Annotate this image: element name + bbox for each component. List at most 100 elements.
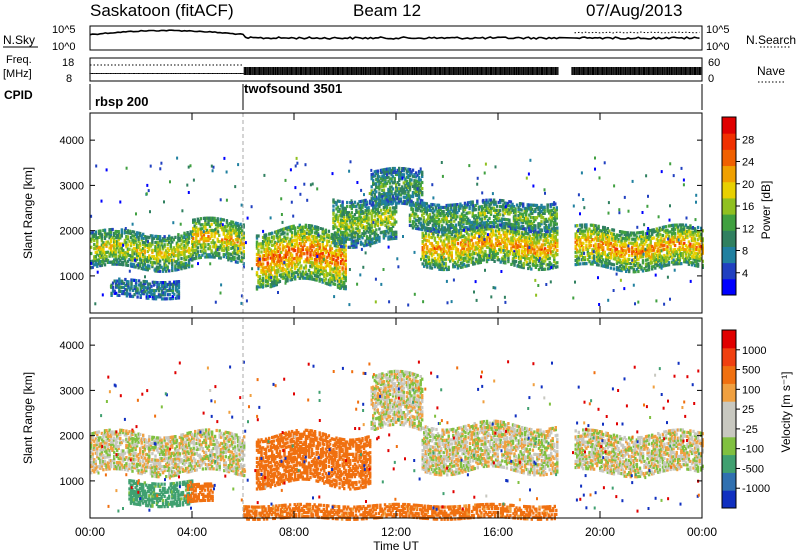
echo-cell: [525, 260, 528, 264]
echo-cell: [137, 251, 140, 256]
echo-cell: [120, 232, 123, 236]
echo-cell: [379, 208, 383, 212]
echo-cell: [93, 247, 96, 251]
echo-cell: [387, 217, 390, 221]
echo-cell: [199, 223, 202, 227]
echo-cell: [266, 261, 269, 265]
echo-cell: [344, 266, 347, 270]
echo-cell: [548, 248, 551, 252]
echo-cell: [444, 265, 447, 270]
echo-cell: [230, 234, 233, 238]
echo-cell: [177, 263, 180, 267]
echo-cell: [295, 234, 298, 238]
echo-cell: [502, 217, 505, 221]
echo-cell: [268, 250, 271, 254]
echo-cell: [115, 281, 118, 285]
echo-cell: [499, 250, 502, 254]
echo-cell: [113, 242, 116, 246]
echo-cell: [473, 206, 476, 210]
echo-cell: [298, 276, 301, 280]
echo-cell: [201, 245, 204, 249]
echo-cell: [177, 280, 181, 284]
echo-cell: [350, 239, 353, 243]
echo-cell: [338, 234, 341, 238]
echo-cell: [161, 267, 165, 271]
echo-cell: [115, 291, 118, 295]
echo-cell: [167, 282, 170, 287]
echo-cell: [384, 182, 387, 186]
echo-cell: [183, 256, 186, 260]
echo-cell: [158, 235, 162, 239]
echo-cell: [355, 208, 358, 212]
echo-cell: [99, 247, 102, 251]
echo-cell: [398, 201, 401, 205]
echo-cell: [180, 238, 183, 242]
freq-tick-high: 18: [62, 57, 74, 69]
echo-cell: [447, 257, 450, 261]
echo-cell: [264, 247, 268, 251]
echo-cell: [309, 242, 312, 246]
echo-cell: [168, 240, 171, 244]
echo-cell: [171, 252, 174, 256]
echo-cell: [479, 205, 482, 209]
echo-cell: [421, 250, 424, 254]
echo-cell: [306, 227, 309, 232]
echo-cell: [100, 249, 104, 253]
nave-tick-high: 60: [708, 57, 720, 69]
echo-cell: [237, 244, 241, 248]
echo-cell: [424, 228, 427, 232]
echo-cell: [390, 173, 393, 177]
echo-cell: [482, 231, 486, 235]
echo-cell: [278, 228, 282, 233]
echo-cell: [404, 179, 407, 183]
echo-cell: [545, 257, 548, 261]
echo-cell: [522, 261, 525, 266]
echo-cell: [108, 260, 111, 264]
echo-cell: [479, 228, 482, 232]
echo-cell: [117, 244, 120, 248]
echo-cell: [177, 257, 180, 261]
echo-cell: [264, 251, 268, 255]
echo-cell: [405, 179, 409, 183]
echo-cell: [177, 245, 180, 249]
echo-cell: [126, 247, 130, 251]
echo-cell: [216, 245, 219, 249]
echo-cell: [157, 289, 161, 293]
echo-cell: [436, 241, 440, 245]
echo-cell: [208, 245, 212, 249]
echo-cell: [499, 219, 502, 223]
echo-cell: [315, 262, 318, 266]
echo-cell: [287, 258, 291, 262]
echo-cell: [547, 263, 550, 267]
echo-cell: [521, 249, 524, 253]
echo-cell: [338, 236, 341, 240]
echo-cell: [290, 241, 294, 245]
echo-cell: [127, 286, 130, 290]
echo-cell: [320, 261, 323, 265]
echo-cell: [103, 253, 107, 257]
echo-cell: [547, 267, 550, 271]
echo-cell: [125, 282, 129, 286]
echo-cell: [365, 235, 369, 239]
echo-cell: [258, 281, 262, 285]
echo-cell: [499, 246, 502, 250]
echo-cell: [338, 247, 341, 251]
echo-cell: [413, 224, 416, 228]
echo-cell: [499, 200, 502, 205]
echo-cell: [154, 257, 157, 261]
echo-cell: [290, 235, 294, 239]
echo-cell: [96, 244, 99, 248]
echo-cell: [358, 230, 361, 234]
echo-cell: [271, 249, 274, 254]
echo-cell: [421, 223, 424, 227]
echo-cell: [369, 240, 372, 244]
echo-cell: [307, 268, 311, 272]
echo-cell: [343, 260, 346, 264]
echo-cell: [466, 221, 470, 225]
echo-cell: [148, 294, 152, 298]
echo-cell: [255, 234, 259, 238]
echo-cell: [103, 257, 107, 261]
echo-cell: [422, 217, 425, 222]
echo-cell: [154, 249, 157, 253]
echo-cell: [157, 257, 160, 261]
